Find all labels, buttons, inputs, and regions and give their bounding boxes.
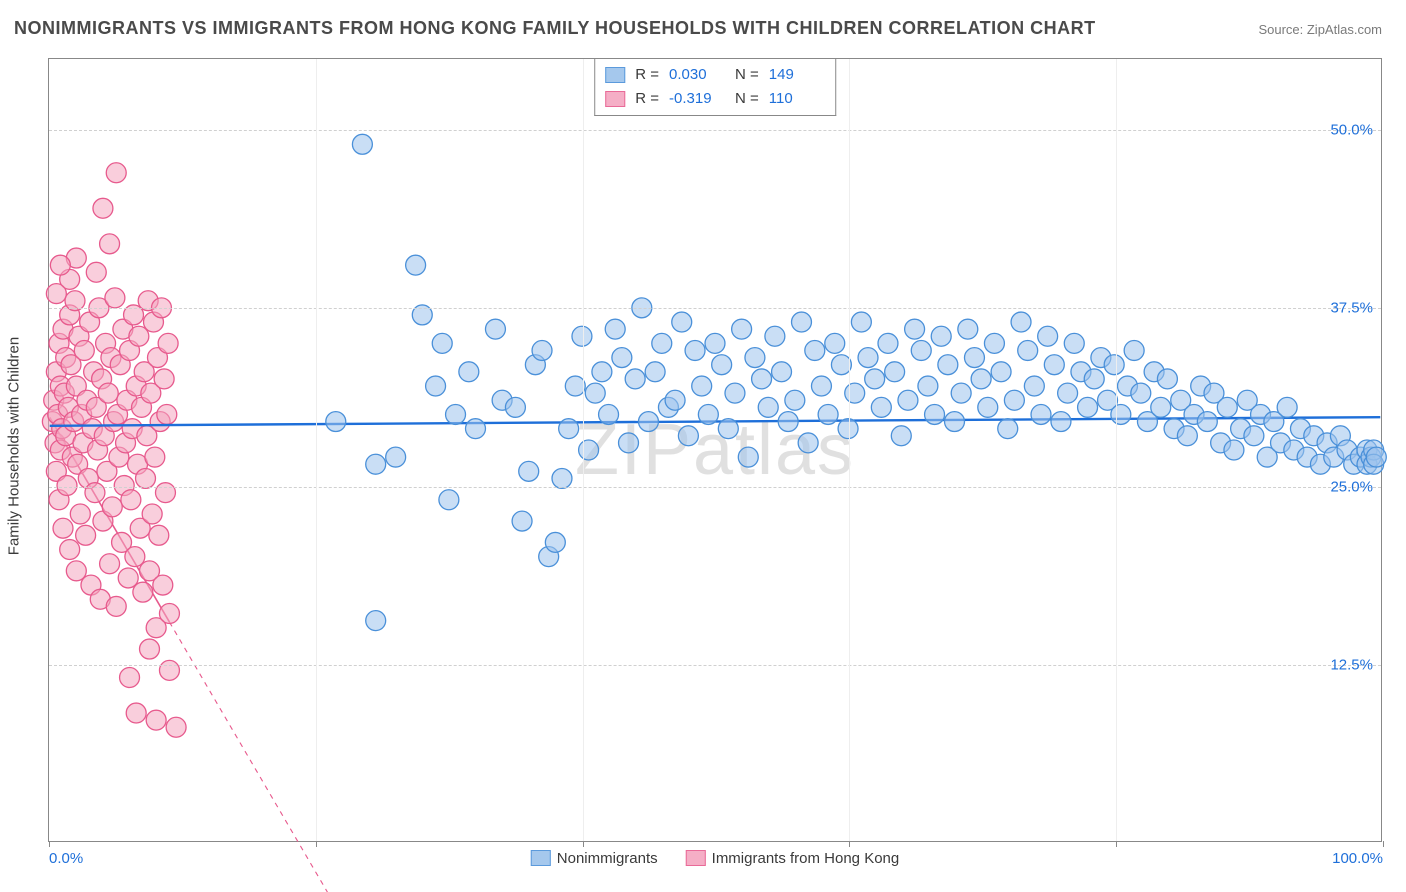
plot-area: ZIPatlas R = 0.030 N = 149 R = -0.319 N … bbox=[48, 58, 1382, 842]
stats-row-nonimmigrants: R = 0.030 N = 149 bbox=[605, 63, 825, 87]
legend-item-immigrants: Immigrants from Hong Kong bbox=[686, 850, 900, 867]
chart-title: NONIMMIGRANTS VS IMMIGRANTS FROM HONG KO… bbox=[14, 18, 1096, 39]
y-tick-label: 50.0% bbox=[1330, 122, 1373, 139]
swatch-nonimmigrants bbox=[531, 850, 551, 866]
x-tick-label: 100.0% bbox=[1332, 850, 1383, 867]
y-axis-label: Family Households with Children bbox=[6, 337, 23, 555]
y-tick-label: 37.5% bbox=[1330, 300, 1373, 317]
stats-r-value: 0.030 bbox=[669, 63, 725, 87]
stats-r-label: R = bbox=[635, 87, 659, 111]
y-tick-label: 25.0% bbox=[1330, 478, 1373, 495]
swatch-immigrants bbox=[605, 91, 625, 107]
stats-r-value: -0.319 bbox=[669, 87, 725, 111]
stats-n-label: N = bbox=[735, 63, 759, 87]
legend-label: Immigrants from Hong Kong bbox=[712, 850, 900, 867]
stats-row-immigrants: R = -0.319 N = 110 bbox=[605, 87, 825, 111]
series-legend: Nonimmigrants Immigrants from Hong Kong bbox=[531, 850, 899, 867]
swatch-immigrants bbox=[686, 850, 706, 866]
stats-r-label: R = bbox=[635, 63, 659, 87]
chart-source: Source: ZipAtlas.com bbox=[1258, 22, 1382, 37]
stats-n-value: 110 bbox=[769, 87, 825, 111]
x-tick-label: 0.0% bbox=[49, 850, 83, 867]
stats-n-label: N = bbox=[735, 87, 759, 111]
swatch-nonimmigrants bbox=[605, 67, 625, 83]
y-tick-label: 12.5% bbox=[1330, 656, 1373, 673]
chart-container: NONIMMIGRANTS VS IMMIGRANTS FROM HONG KO… bbox=[0, 0, 1406, 892]
legend-label: Nonimmigrants bbox=[557, 850, 658, 867]
stats-legend: R = 0.030 N = 149 R = -0.319 N = 110 bbox=[594, 59, 836, 116]
stats-n-value: 149 bbox=[769, 63, 825, 87]
legend-item-nonimmigrants: Nonimmigrants bbox=[531, 850, 658, 867]
plot-svg bbox=[49, 59, 1381, 841]
